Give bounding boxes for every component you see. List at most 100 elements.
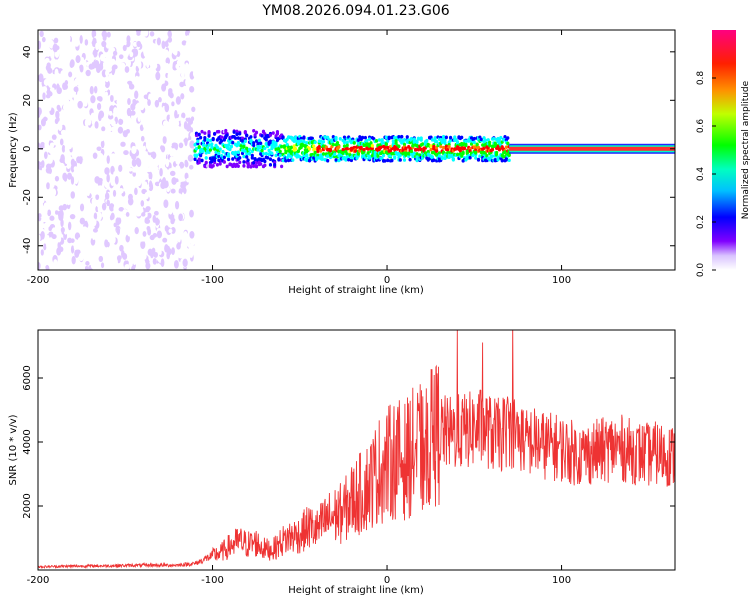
snr-x-tick-label: 100 bbox=[552, 575, 571, 586]
spectrogram-cell bbox=[119, 244, 124, 252]
spectrogram-cell bbox=[114, 125, 118, 134]
spectrogram-cell bbox=[64, 50, 69, 56]
spectrogram-cell bbox=[154, 99, 160, 108]
spectrogram-y-tick-label: 0 bbox=[22, 146, 33, 152]
spectrogram-cell bbox=[326, 224, 330, 228]
spectrogram-cell bbox=[506, 136, 510, 140]
spectrogram-cell bbox=[312, 144, 316, 148]
spectrogram-cell bbox=[319, 139, 323, 144]
spectrogram-cell bbox=[96, 146, 102, 152]
spectrogram-cell bbox=[357, 93, 361, 98]
spectrogram-cell bbox=[386, 139, 390, 143]
spectrogram-cell bbox=[176, 242, 181, 250]
spectrogram-cell bbox=[77, 172, 82, 177]
spectrogram-cell bbox=[224, 128, 228, 133]
spectrogram-cell bbox=[374, 139, 379, 143]
spectrogram-cell bbox=[70, 245, 75, 254]
spectrogram-cell bbox=[101, 122, 105, 127]
spectrogram-cell bbox=[539, 233, 542, 238]
spectrogram-cell bbox=[507, 158, 511, 163]
spectrogram-cell bbox=[180, 71, 185, 79]
spectrogram-cell bbox=[197, 145, 201, 149]
spectrogram-cell bbox=[448, 135, 453, 140]
spectrogram-cell bbox=[218, 162, 222, 166]
spectrogram-cell bbox=[469, 142, 474, 146]
spectrogram-cell bbox=[108, 143, 115, 151]
spectrogram-cell bbox=[160, 78, 164, 86]
spectrogram-cell bbox=[104, 192, 110, 200]
spectrogram-cell bbox=[80, 92, 86, 100]
spectrogram-x-tick-label: 100 bbox=[552, 275, 571, 286]
snr-x-tick-label: -200 bbox=[27, 575, 50, 586]
spectrogram-cell bbox=[275, 149, 280, 154]
spectrogram-cell bbox=[70, 107, 76, 114]
spectrogram-cell bbox=[131, 134, 137, 143]
spectrogram-cell bbox=[235, 129, 239, 134]
spectrogram-cell bbox=[192, 69, 197, 78]
spectrogram-cell bbox=[101, 161, 105, 168]
spectrogram-cell bbox=[231, 157, 235, 161]
spectrogram-cell bbox=[38, 255, 44, 264]
spectrogram-cell bbox=[151, 106, 157, 111]
spectrogram-cell bbox=[105, 75, 109, 83]
spectrogram-cell bbox=[48, 231, 54, 237]
spectrogram-cell bbox=[191, 95, 196, 102]
spectrogram-cell bbox=[40, 249, 44, 256]
spectrogram-cell bbox=[53, 259, 58, 266]
spectrogram-cell bbox=[129, 51, 134, 58]
spectrogram-cell bbox=[307, 147, 312, 151]
spectrogram-cell bbox=[221, 149, 225, 154]
spectrogram-cell bbox=[337, 145, 341, 149]
spectrogram-cell bbox=[65, 129, 71, 138]
spectrogram-cell bbox=[41, 166, 46, 175]
spectrogram-cell bbox=[187, 121, 191, 130]
spectrogram-cell bbox=[44, 264, 50, 270]
spectrogram-cell bbox=[108, 110, 113, 116]
spectrogram-cell bbox=[252, 160, 256, 165]
spectrogram-cell bbox=[110, 119, 116, 127]
spectrogram-cell bbox=[90, 143, 95, 149]
spectrogram-cell bbox=[274, 153, 278, 158]
spectrogram-cell bbox=[151, 124, 156, 131]
spectrogram-cell bbox=[363, 135, 368, 140]
spectrogram-cell bbox=[97, 244, 103, 252]
spectrogram-cell bbox=[95, 234, 101, 241]
spectrogram-cell bbox=[278, 153, 282, 158]
spectrogram-cell bbox=[331, 142, 335, 147]
spectrogram-cell bbox=[219, 139, 224, 143]
spectrogram-cell bbox=[380, 139, 384, 143]
spectrogram-cell bbox=[93, 212, 98, 220]
spectrogram-cell bbox=[134, 90, 139, 100]
spectrogram-cell bbox=[242, 144, 246, 149]
spectrogram-cell bbox=[443, 141, 447, 145]
spectrogram-cell bbox=[47, 67, 53, 74]
spectrogram-cell bbox=[109, 136, 114, 145]
spectrogram-cell bbox=[447, 155, 451, 160]
spectrogram-cell bbox=[291, 158, 295, 162]
spectrogram-cell bbox=[165, 159, 170, 165]
spectrogram-cell bbox=[443, 138, 447, 143]
spectrogram-cell bbox=[175, 165, 181, 173]
spectrogram-cell bbox=[167, 36, 173, 43]
spectrogram-cell bbox=[448, 138, 453, 142]
spectrogram-cell bbox=[447, 145, 451, 149]
spectrogram-cell bbox=[197, 132, 201, 137]
spectrogram-cell bbox=[397, 264, 400, 268]
spectrogram-cell bbox=[189, 111, 195, 118]
spectrogram-cell bbox=[82, 153, 87, 161]
spectrogram-cell bbox=[385, 217, 388, 221]
spectrogram-cell bbox=[176, 224, 183, 232]
spectrogram-cell bbox=[158, 101, 162, 108]
spectrogram-cell bbox=[38, 233, 41, 243]
spectrogram-y-ticks: -40 -20 0 20 40 bbox=[22, 45, 675, 254]
spectrogram-cell bbox=[176, 59, 183, 67]
spectrogram-cell bbox=[400, 134, 404, 139]
colorbar-ticks: 0.0 0.2 0.4 0.6 0.8 bbox=[696, 71, 716, 277]
spectrogram-x-tick-label: -100 bbox=[201, 275, 224, 286]
spectrogram-cell bbox=[38, 142, 41, 148]
spectrogram-cell bbox=[259, 162, 263, 166]
spectrogram-cell bbox=[274, 143, 278, 147]
spectrogram-cell bbox=[180, 192, 185, 201]
spectrogram-cell bbox=[435, 139, 439, 144]
spectrogram-cell bbox=[85, 69, 91, 77]
